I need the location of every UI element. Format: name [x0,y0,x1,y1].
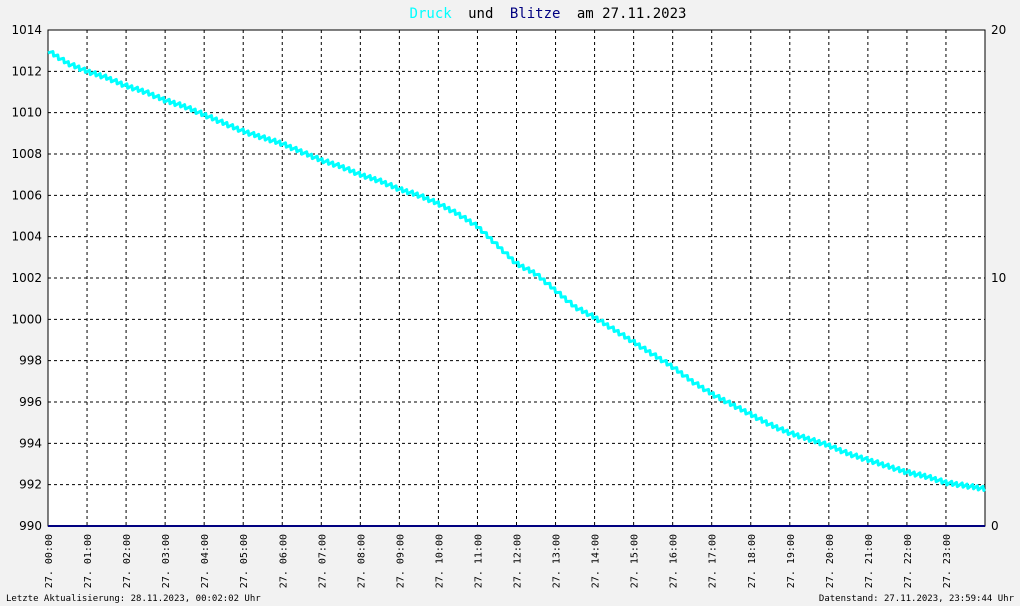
x-tick-label: 27. 03:00 [161,534,172,588]
y-right-tick-label: 10 [991,271,1006,285]
y-left-tick-label: 1010 [11,106,42,120]
y-left-tick-label: 1004 [11,230,42,244]
x-tick-label: 27. 09:00 [395,534,406,588]
y-axis-left: 1014 1012 1010 1008 1006 1004 1002 1000 998 996 99… [11,23,42,533]
x-tick-label: 27. 13:00 [552,534,563,588]
title-date: am 27.11.2023 [577,6,687,22]
y-left-tick-label: 1002 [11,271,42,285]
title-blitze: Blitze [510,6,561,22]
y-left-tick-label: 992 [19,478,42,492]
x-tick-label: 27. 07:00 [317,534,328,588]
y-left-tick-label: 994 [19,436,42,450]
x-tick-label: 27. 16:00 [669,534,680,588]
y-left-tick-label: 1014 [11,23,42,37]
series-layer [47,50,986,527]
x-tick-label: 27. 10:00 [434,534,445,588]
y-right-tick-label: 0 [991,519,999,533]
x-tick-label: 27. 23:00 [942,534,953,588]
x-tick-label: 27. 06:00 [278,534,289,588]
title-und: und [468,6,493,22]
x-tick-label: 27. 18:00 [747,534,758,588]
y-left-tick-label: 996 [19,395,42,409]
y-axis-right: 20 10 0 [991,23,1006,533]
y-right-tick-label: 20 [991,23,1006,37]
x-tick-label: 27. 04:00 [200,534,211,588]
y-left-tick-label: 998 [19,354,42,368]
x-tick-label: 27. 19:00 [786,534,797,588]
footer-data-state: Datenstand: 27.11.2023, 23:59:44 Uhr [819,594,1015,604]
x-tick-label: 27. 22:00 [903,534,914,588]
y-left-tick-label: 1012 [11,64,42,78]
y-left-tick-label: 990 [19,519,42,533]
x-tick-label: 27. 01:00 [83,534,94,588]
chart-title: Druck und Blitze am 27.11.2023 [410,6,687,22]
x-tick-label: 27. 02:00 [122,534,133,588]
grid [48,30,985,526]
x-tick-label: 27. 21:00 [864,534,875,588]
x-tick-label: 27. 00:00 [44,534,55,588]
x-tick-label: 27. 15:00 [630,534,641,588]
title-druck: Druck [410,6,453,22]
series-line-druck [47,50,986,492]
x-tick-label: 27. 14:00 [591,534,602,588]
x-axis: 27. 00:00 27. 01:00 27. 02:00 27. 03:00 27. … [44,534,953,588]
y-left-tick-label: 1008 [11,147,42,161]
y-left-tick-label: 1006 [11,188,42,202]
x-tick-label: 27. 11:00 [473,534,484,588]
x-tick-label: 27. 12:00 [513,534,524,588]
footer-last-update: Letzte Aktualisierung: 28.11.2023, 00:02… [6,594,261,604]
x-tick-label: 27. 20:00 [825,534,836,588]
x-tick-label: 27. 05:00 [239,534,250,588]
x-tick-label: 27. 17:00 [708,534,719,588]
x-tick-label: 27. 08:00 [356,534,367,588]
y-left-tick-label: 1000 [11,312,42,326]
